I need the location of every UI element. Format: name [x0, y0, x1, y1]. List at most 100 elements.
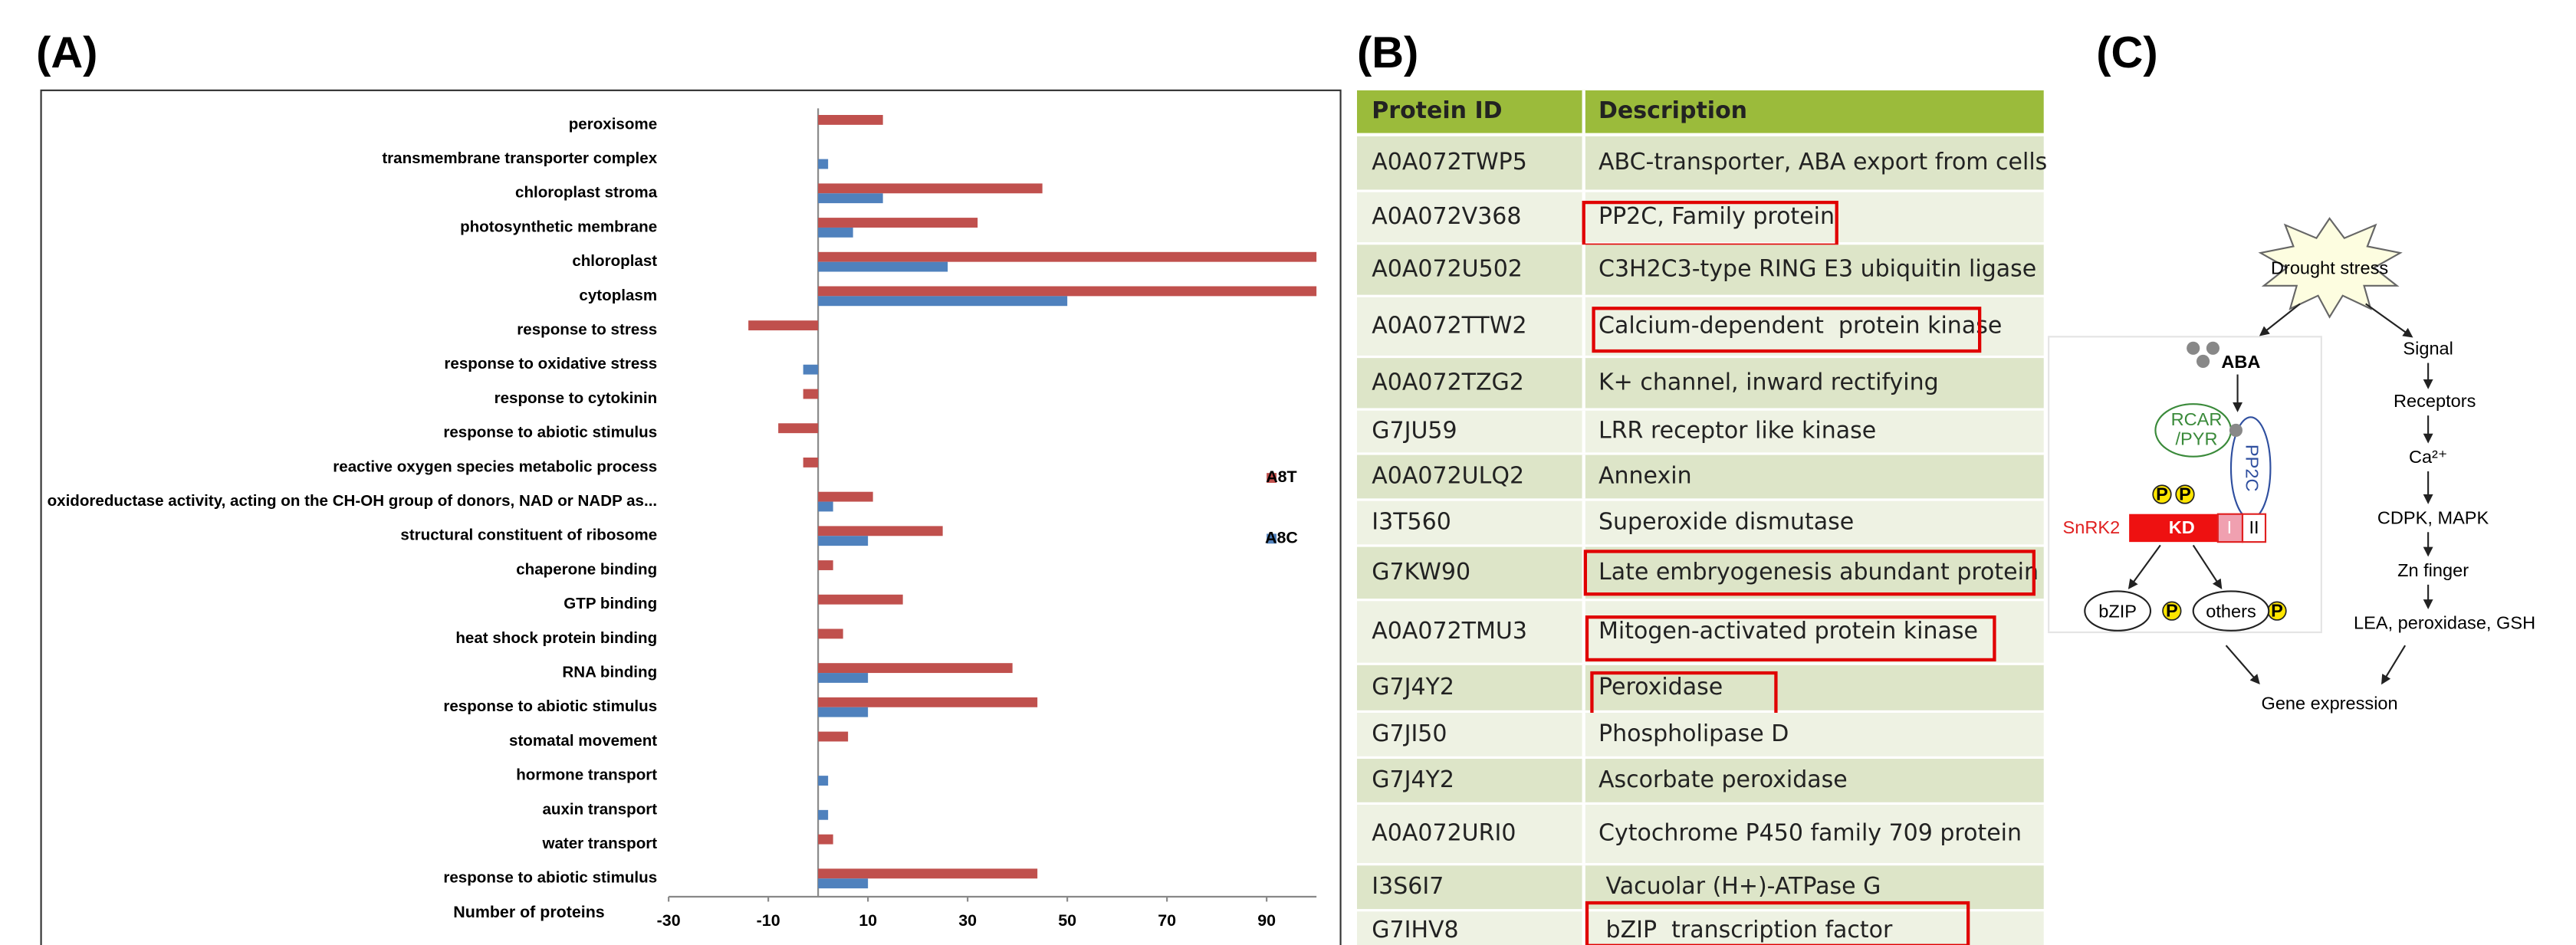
id-cell: A0A072TZG2 — [1372, 369, 1524, 395]
x-tick-label: -10 — [757, 911, 780, 930]
y-tick-label: chaperone binding — [516, 560, 657, 578]
bar — [818, 183, 1042, 193]
arrow — [2226, 645, 2259, 683]
dot — [2196, 355, 2210, 368]
desc-cell: Cytochrome P450 family 709 protein — [1598, 820, 2022, 847]
dot — [2187, 342, 2200, 355]
legend-label: A8C — [1265, 529, 1298, 547]
y-tick-label: hormone transport — [516, 766, 657, 784]
node-label: CDPK, MAPK — [2377, 507, 2489, 527]
x-tick-label: -30 — [657, 911, 681, 930]
y-tick-label: structural constituent of ribosome — [400, 527, 657, 544]
y-tick-label: cytoplasm — [579, 287, 657, 304]
y-tick-label: GTP binding — [564, 595, 657, 612]
node-label: II — [2249, 517, 2259, 537]
desc-cell: Peroxidase — [1598, 674, 1723, 701]
y-tick-label: heat shock protein binding — [455, 629, 657, 647]
desc-cell: Calcium-dependent protein kinase — [1598, 312, 2002, 339]
dot — [2229, 424, 2242, 437]
x-tick-label: 70 — [1158, 911, 1176, 930]
arrow — [2382, 645, 2405, 683]
bar — [818, 536, 868, 546]
arrow — [2366, 304, 2412, 336]
node-label: PP2C — [2242, 445, 2262, 492]
figure: (A) (B) (C) -30-101030507090Number of pr… — [0, 0, 2576, 945]
bar — [818, 835, 833, 845]
id-cell: G7J4Y2 — [1372, 766, 1454, 793]
node-label: Receptors — [2394, 391, 2476, 411]
y-tick-label: response to cytokinin — [495, 389, 658, 407]
node-label: KD — [2169, 517, 2195, 537]
id-cell: G7IHV8 — [1372, 917, 1458, 943]
id-cell: G7KW90 — [1372, 559, 1470, 586]
bar — [818, 159, 828, 169]
bar — [818, 697, 1037, 707]
bar — [818, 115, 882, 125]
header-cell: Description — [1598, 97, 1747, 124]
bar — [818, 707, 868, 717]
desc-cell: LRR receptor like kinase — [1598, 418, 1876, 445]
y-tick-label: RNA binding — [562, 663, 657, 681]
bar — [818, 218, 978, 228]
desc-cell: C3H2C3-type RING E3 ubiquitin ligase — [1598, 255, 2036, 282]
panel-label: (B) — [1357, 28, 1418, 77]
panel-label: (A) — [36, 28, 97, 77]
id-cell: I3T560 — [1372, 508, 1451, 535]
chart-frame — [41, 90, 1341, 945]
bar — [818, 287, 1316, 297]
node-label: Ca²⁺ — [2409, 447, 2447, 467]
phospho-label: P — [2166, 600, 2178, 620]
desc-cell: bZIP transcription factor — [1598, 917, 1893, 943]
table: Protein ID Description A0A072TWP5 ABC-trans… — [1357, 90, 2047, 945]
node-label: Zn finger — [2397, 560, 2469, 580]
y-tick-label: response to stress — [517, 320, 657, 338]
node-label: Drought stress — [2271, 258, 2388, 278]
desc-cell: Mitogen-activated protein kinase — [1598, 618, 1978, 645]
id-cell: A0A072URI0 — [1372, 820, 1516, 847]
dot — [2206, 342, 2220, 355]
id-cell: I3S6I7 — [1372, 873, 1444, 900]
desc-cell: ABC-transporter, ABA export from cells — [1598, 149, 2047, 176]
y-tick-label: oxidoreductase activity, acting on the C… — [48, 492, 658, 510]
y-tick-label: response to abiotic stimulus — [443, 869, 657, 887]
x-tick-label: 50 — [1058, 911, 1076, 930]
bar — [818, 878, 868, 888]
y-tick-label: chloroplast — [572, 252, 657, 270]
bar — [818, 252, 1316, 262]
arrow — [2261, 304, 2300, 335]
id-cell: A0A072ULQ2 — [1372, 462, 1524, 489]
x-tick-label: 90 — [1257, 911, 1276, 930]
desc-cell: PP2C, Family protein — [1598, 203, 1835, 230]
arrow — [2193, 545, 2221, 588]
id-cell: A0A072TWP5 — [1372, 149, 1527, 176]
y-tick-label: response to abiotic stimulus — [443, 697, 657, 715]
y-tick-label: peroxisome — [569, 115, 657, 133]
desc-cell: Phospholipase D — [1598, 720, 1789, 747]
desc-cell: Late embryogenesis abundant protein — [1598, 559, 2039, 586]
desc-cell: Vacuolar (H+)-ATPase G — [1598, 873, 1881, 900]
bar — [803, 389, 818, 399]
x-tick-label: 10 — [859, 911, 877, 930]
node-label: SnRK2 — [2063, 517, 2121, 537]
id-cell: A0A072TMU3 — [1372, 618, 1527, 645]
page: (A) (B) (C) -30-101030507090Number of pr… — [0, 0, 2576, 945]
bar — [818, 810, 828, 820]
bar — [818, 502, 833, 512]
y-tick-label: reactive oxygen species metabolic proces… — [333, 458, 657, 475]
header-cell: Protein ID — [1372, 97, 1502, 124]
bar — [818, 296, 1067, 306]
node-label: others — [2206, 602, 2256, 622]
node-label: bZIP — [2098, 602, 2137, 622]
desc-cell: K+ channel, inward rectifying — [1598, 369, 1939, 395]
bar — [803, 458, 818, 468]
node-label: Signal — [2403, 339, 2453, 359]
bar — [818, 868, 1037, 878]
x-axis-title: Number of proteins — [453, 903, 605, 921]
id-cell: G7JU59 — [1372, 418, 1457, 445]
id-cell: A0A072U502 — [1372, 255, 1523, 282]
y-tick-label: water transport — [541, 835, 657, 852]
arrow — [2129, 545, 2160, 588]
bar — [818, 193, 882, 203]
id-cell: A0A072V368 — [1372, 203, 1521, 230]
